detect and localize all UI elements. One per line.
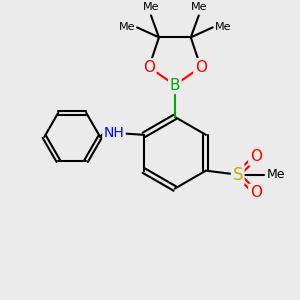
- Text: O: O: [250, 149, 262, 164]
- Text: O: O: [250, 185, 262, 200]
- Text: O: O: [195, 60, 207, 75]
- Text: NH: NH: [103, 126, 124, 140]
- Text: O: O: [143, 60, 155, 75]
- Text: S: S: [232, 166, 243, 184]
- Text: Me: Me: [267, 168, 285, 181]
- Text: Me: Me: [215, 22, 231, 32]
- Text: Me: Me: [190, 2, 207, 13]
- Text: Me: Me: [143, 2, 159, 13]
- Text: B: B: [169, 78, 180, 93]
- Text: Me: Me: [118, 22, 135, 32]
